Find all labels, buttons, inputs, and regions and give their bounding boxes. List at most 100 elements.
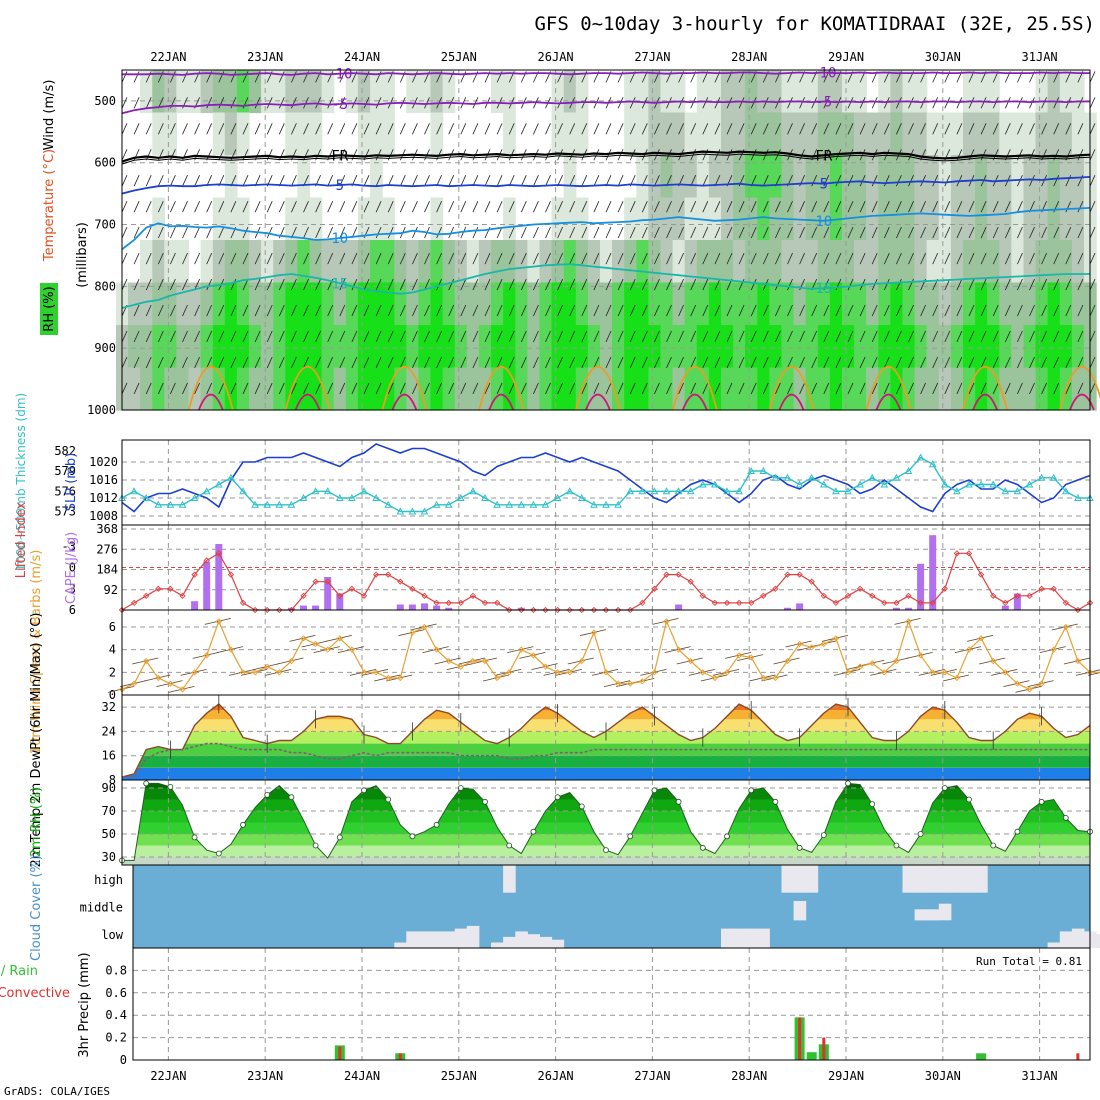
rh-cell xyxy=(224,197,238,241)
wind-barb xyxy=(170,252,176,265)
rh-point xyxy=(506,842,513,849)
rh-cell xyxy=(696,155,710,199)
rh-cell xyxy=(975,197,988,241)
wind-barb xyxy=(218,382,225,395)
isotherm--10 xyxy=(122,71,1090,76)
wind-barb xyxy=(811,382,818,395)
wind-barb xyxy=(581,201,588,213)
wind-barb xyxy=(799,97,805,109)
rh-cell xyxy=(406,70,419,114)
wind-barb xyxy=(182,356,188,369)
wind-barb xyxy=(1041,149,1047,161)
wind-barb xyxy=(641,201,648,213)
wind-speed-point xyxy=(844,669,852,676)
wind-barb xyxy=(1077,382,1084,395)
wind-barb xyxy=(883,149,890,161)
wind-speed-point xyxy=(469,657,477,665)
slp-axis-label: SLP (mb) xyxy=(64,453,79,512)
rh-cell xyxy=(587,325,601,369)
isotherm-label: FR xyxy=(815,148,832,164)
wind-barb xyxy=(194,201,200,213)
rh-cell xyxy=(648,367,662,411)
wind-speed-point xyxy=(336,635,343,642)
wind-barb xyxy=(823,97,830,109)
rh-cell xyxy=(357,240,371,284)
wind-barb xyxy=(714,330,721,343)
wind-barb xyxy=(629,252,636,265)
wind-barb xyxy=(303,123,309,135)
wind-barb xyxy=(327,252,334,265)
wind-barb xyxy=(303,149,309,161)
wind-barb xyxy=(157,175,164,187)
wind-barb xyxy=(242,175,249,187)
wind-barb xyxy=(980,304,987,317)
wind-barb xyxy=(557,149,563,161)
wind-barb xyxy=(920,356,926,369)
wind-barb xyxy=(206,330,213,343)
wind-barb xyxy=(448,123,455,135)
wind-barb xyxy=(545,201,551,213)
wind-barb xyxy=(278,123,285,135)
rh-cell xyxy=(805,325,819,369)
wind-barb xyxy=(460,382,467,395)
rh-cell xyxy=(708,325,722,369)
li-point xyxy=(990,592,997,599)
temp2m-axis-label: 2m Temp 2m DewPt (6hr Min/Max) (°C) xyxy=(29,613,44,868)
li-point xyxy=(130,599,138,607)
wind-barb xyxy=(992,278,999,291)
wind-barb xyxy=(944,356,951,369)
rh-cell xyxy=(999,240,1012,284)
wind-barb xyxy=(738,382,745,395)
wind-barb xyxy=(520,356,527,369)
wind-barb xyxy=(206,252,213,265)
wind-barb xyxy=(654,382,660,395)
thickness-point xyxy=(384,500,393,508)
wind-barb xyxy=(194,356,200,369)
rh-cell xyxy=(370,70,383,114)
thickness-point xyxy=(977,480,985,488)
wind-frame xyxy=(121,609,1091,696)
wind-speed-point xyxy=(554,669,561,676)
wind-barb xyxy=(980,356,987,369)
rh-point xyxy=(215,850,222,857)
rh-point xyxy=(336,834,343,841)
wind-barb xyxy=(714,226,721,239)
wind-speed-point xyxy=(578,657,585,665)
rh-cell xyxy=(781,282,795,326)
li-point xyxy=(324,578,331,585)
bottom-date-label: 26JAN xyxy=(538,1069,574,1083)
wind-barb xyxy=(835,226,842,239)
thickness-point xyxy=(130,487,138,495)
wind-barb xyxy=(218,149,225,161)
rh-cell xyxy=(745,240,758,284)
li-point xyxy=(1050,585,1057,592)
rh-cell xyxy=(1059,155,1073,199)
surface-wind-barb xyxy=(579,629,606,637)
bottom-date-label: 31JAN xyxy=(1022,1069,1058,1083)
wind-barb xyxy=(533,175,539,187)
rh-cell xyxy=(757,282,770,326)
rh-cell xyxy=(188,70,202,114)
thickness-point xyxy=(638,487,647,495)
wind-barb xyxy=(484,304,491,317)
wind-barb xyxy=(883,201,890,213)
rh-cell xyxy=(249,367,262,411)
rh-cell xyxy=(575,240,589,284)
rh-cell xyxy=(491,240,504,284)
rh-cell xyxy=(1011,325,1025,369)
wind-barb xyxy=(666,330,672,343)
rh-cell xyxy=(781,155,795,199)
wind-barb xyxy=(133,330,140,343)
wind-barb xyxy=(823,123,830,135)
thickness-point xyxy=(239,487,247,495)
rh-cell xyxy=(902,155,916,199)
wind-barb xyxy=(278,304,285,317)
wind-barb xyxy=(1017,123,1023,135)
wind-barb xyxy=(508,278,515,291)
wind-barb xyxy=(520,278,527,291)
rh-cell xyxy=(648,282,662,326)
wind-barb xyxy=(520,330,527,343)
isotherm-20 xyxy=(284,365,331,411)
rh-cell xyxy=(587,240,601,284)
